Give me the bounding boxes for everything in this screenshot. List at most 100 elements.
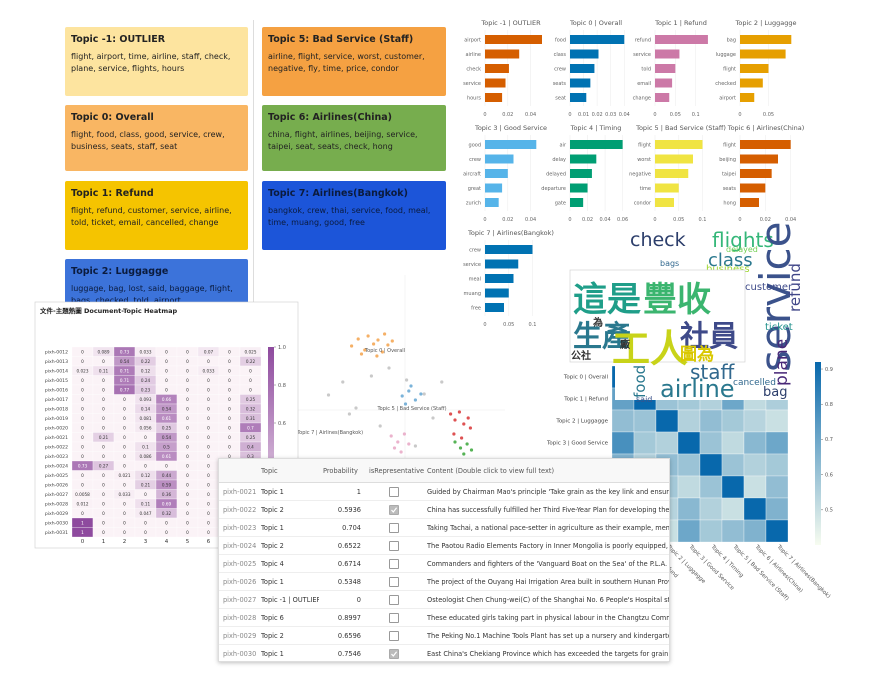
cell-value: 0 [228,425,231,430]
bar [570,64,595,73]
y-tick-label: taipei [722,172,736,178]
point [458,446,463,450]
bar [655,64,676,73]
cell-value: 0 [102,378,105,383]
row-label: pixh-0028 [45,501,68,507]
row-id: pixh-0025 [219,554,257,573]
bar [570,35,625,44]
x-tick-label: 0.1 [699,217,707,223]
cloud-word: business [706,264,750,275]
cell-value: 0 [165,520,168,525]
cell-value: 0 [207,435,210,440]
cell-value: 0.36 [162,492,172,497]
bar [485,183,503,193]
cell-value: 0.22 [246,359,256,364]
point [375,354,379,358]
bar [655,169,689,178]
probability-cell: 0 [319,590,365,609]
heat-cell [765,409,789,433]
cell-value: 0 [207,416,210,421]
bar [485,140,537,149]
cell-value: 0 [81,511,84,516]
bar [740,183,766,193]
cell-value: 0 [102,397,105,402]
cell-value: 0 [186,349,189,354]
cloud-word: delayed [726,245,758,254]
cell-value: 0 [186,530,189,535]
row-id: pixh-0029 [219,626,257,645]
y-tick-label: airline [465,52,481,58]
x-tick-label: 0 [568,112,571,118]
cell-value: 0.033 [140,349,152,354]
y-tick-label: refund [635,38,651,44]
cell-value: 0 [165,378,168,383]
probability-cell: 0.8997 [319,608,365,627]
cell-value: 0 [165,463,168,468]
y-tick-label: meal [469,277,481,283]
point [405,378,409,382]
y-tick-label: zurich [466,201,481,207]
cell-value: 0.086 [140,454,152,459]
y-tick-label: free [471,306,481,312]
bar [655,93,670,102]
point [431,416,435,420]
probability-cell: 0.704 [319,518,365,537]
cloud-word: flights [712,228,774,252]
cell-value: 0 [228,444,231,449]
cell-value: 0.21 [99,435,109,440]
bar [485,259,519,269]
check-mark [391,506,398,513]
row-label: pixh-0023 [45,454,68,460]
y-tick-label: crew [469,248,481,254]
cell-value: 0 [207,492,210,497]
bar [570,183,588,193]
point [372,342,376,346]
row-id: pixh-0026 [219,572,257,591]
table-row: pixh-0023 Topic 1 0.704 Taking Tachai, a na… [219,518,669,537]
heat-cell [743,519,767,543]
cell-value: 0 [102,530,105,535]
chart-title: Topic 3 | Good Service [474,124,547,132]
check-mark [391,650,398,657]
content-cell: The Peking No.1 Machine Tools Plant has … [423,626,669,645]
topic-cell: Topic -1 | OUTLIER [257,590,319,609]
cell-value: 0 [144,492,147,497]
card-keywords: flight, airport, time, airline, staff, c… [71,52,231,74]
x-tick-label: 0 [738,112,741,118]
y-tick-label: gate [555,201,566,207]
y-tick-label: check [466,67,481,73]
y-tick-label: service [633,52,651,58]
y-tick-label: crew [469,157,481,163]
cell-value: 0.5 [163,444,170,449]
cell-value: 0 [207,501,210,506]
heat-cell [721,519,745,543]
probability-cell: 0.7546 [319,644,365,661]
cell-value: 0.025 [245,349,257,354]
x-tick-label: 0.05 [670,112,681,118]
cell-value: 0 [249,368,252,373]
cell-value: 0 [228,406,231,411]
y-tick-label: seat [555,96,566,102]
heat-cell [611,409,635,433]
x-tick-label: 0 [738,217,741,223]
cell-value: 0 [228,416,231,421]
y-tick-label: crew [554,67,566,73]
heat-cell [633,431,657,455]
y-tick-label: condor [634,201,652,207]
cell-value: 0 [207,482,210,487]
point [413,398,417,402]
representative-cell [365,644,423,661]
column-label: 3 [144,539,148,545]
cell-value: 0 [123,435,126,440]
heat-cell [721,431,745,455]
y-tick-label: delay [552,157,566,163]
point [387,366,391,370]
point [363,348,367,352]
y-tick-label: flight [723,67,736,73]
cell-value: 0 [186,425,189,430]
y-tick-label: airport [719,96,736,102]
cell-value: 0 [81,397,84,402]
cell-value: 0.25 [246,435,256,440]
cloud-word: customer [745,282,793,293]
row-label: pixh-0024 [45,463,68,469]
